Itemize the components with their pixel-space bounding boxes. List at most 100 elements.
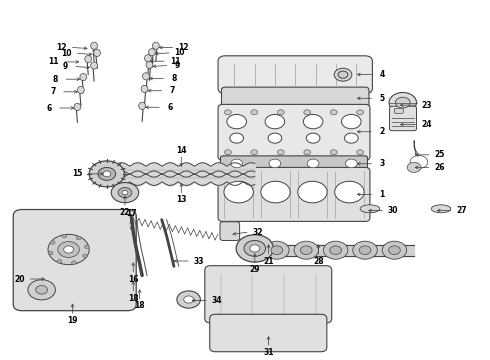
Text: 32: 32 <box>252 228 263 237</box>
Circle shape <box>251 150 258 155</box>
Text: 4: 4 <box>380 70 385 79</box>
Circle shape <box>236 235 273 262</box>
Text: 34: 34 <box>211 296 222 305</box>
Circle shape <box>251 110 258 115</box>
Ellipse shape <box>141 85 148 93</box>
Circle shape <box>184 296 194 303</box>
FancyBboxPatch shape <box>13 210 136 311</box>
Circle shape <box>338 71 348 78</box>
Text: 18: 18 <box>134 301 145 310</box>
Circle shape <box>359 246 371 255</box>
Circle shape <box>298 181 327 203</box>
FancyBboxPatch shape <box>220 156 368 171</box>
Ellipse shape <box>139 102 146 109</box>
Circle shape <box>410 156 428 168</box>
Text: 29: 29 <box>249 266 260 274</box>
Circle shape <box>277 150 284 155</box>
Circle shape <box>342 114 361 129</box>
Circle shape <box>330 110 337 115</box>
Ellipse shape <box>80 73 87 81</box>
Circle shape <box>389 93 416 113</box>
Circle shape <box>62 234 67 238</box>
Circle shape <box>335 181 364 203</box>
Circle shape <box>230 133 244 143</box>
Ellipse shape <box>77 86 84 94</box>
Circle shape <box>344 133 358 143</box>
Circle shape <box>323 241 348 259</box>
Circle shape <box>58 242 79 257</box>
Circle shape <box>330 150 337 155</box>
Text: 5: 5 <box>380 94 385 103</box>
Text: 12: 12 <box>56 43 67 52</box>
Circle shape <box>227 114 246 129</box>
Circle shape <box>224 110 231 115</box>
Text: 20: 20 <box>14 274 25 284</box>
Circle shape <box>395 97 410 108</box>
Text: 10: 10 <box>61 49 72 58</box>
Circle shape <box>48 251 53 255</box>
Ellipse shape <box>148 49 155 56</box>
Text: 26: 26 <box>434 163 445 172</box>
Text: 10: 10 <box>174 49 185 57</box>
Circle shape <box>36 285 48 294</box>
Text: 8: 8 <box>53 75 58 84</box>
Circle shape <box>271 246 283 255</box>
Text: 33: 33 <box>194 256 204 265</box>
Circle shape <box>83 254 88 258</box>
Ellipse shape <box>94 49 100 57</box>
Text: 6: 6 <box>168 103 172 112</box>
Ellipse shape <box>91 62 98 69</box>
Text: 22: 22 <box>120 208 130 217</box>
Circle shape <box>224 181 253 203</box>
Circle shape <box>357 150 364 155</box>
Circle shape <box>407 162 421 172</box>
FancyBboxPatch shape <box>220 222 240 240</box>
Circle shape <box>98 167 116 180</box>
Text: 21: 21 <box>263 256 274 266</box>
Text: 16: 16 <box>128 274 139 284</box>
Circle shape <box>244 240 266 256</box>
Text: 19: 19 <box>67 316 78 325</box>
FancyBboxPatch shape <box>210 314 327 352</box>
Ellipse shape <box>143 73 149 80</box>
Text: 18: 18 <box>128 294 139 302</box>
Circle shape <box>265 241 289 259</box>
Text: 30: 30 <box>388 206 398 215</box>
Text: 28: 28 <box>313 256 324 266</box>
Circle shape <box>122 190 128 195</box>
Text: 3: 3 <box>380 159 385 168</box>
Text: 6: 6 <box>47 104 51 112</box>
Circle shape <box>261 181 290 203</box>
Circle shape <box>28 280 55 300</box>
Text: 23: 23 <box>421 100 432 109</box>
Circle shape <box>76 236 81 240</box>
Circle shape <box>304 150 311 155</box>
Circle shape <box>72 261 76 265</box>
Circle shape <box>48 234 89 265</box>
Circle shape <box>277 110 284 115</box>
FancyBboxPatch shape <box>390 106 416 131</box>
Circle shape <box>294 241 318 259</box>
FancyBboxPatch shape <box>394 108 403 113</box>
Ellipse shape <box>145 55 151 62</box>
Text: 25: 25 <box>434 150 445 159</box>
Circle shape <box>357 110 364 115</box>
Circle shape <box>177 291 200 308</box>
Circle shape <box>265 114 285 129</box>
Text: 14: 14 <box>176 145 187 155</box>
Circle shape <box>231 159 243 168</box>
Text: 2: 2 <box>380 127 385 136</box>
Circle shape <box>389 246 400 255</box>
Circle shape <box>300 246 312 255</box>
FancyBboxPatch shape <box>218 56 372 94</box>
Circle shape <box>84 245 89 249</box>
FancyBboxPatch shape <box>221 87 369 109</box>
Text: 13: 13 <box>176 195 187 204</box>
Text: 7: 7 <box>170 86 175 95</box>
Circle shape <box>111 183 139 203</box>
Circle shape <box>50 241 55 244</box>
Ellipse shape <box>146 61 153 68</box>
Circle shape <box>334 68 352 81</box>
Text: 24: 24 <box>421 120 432 129</box>
Circle shape <box>353 241 377 259</box>
